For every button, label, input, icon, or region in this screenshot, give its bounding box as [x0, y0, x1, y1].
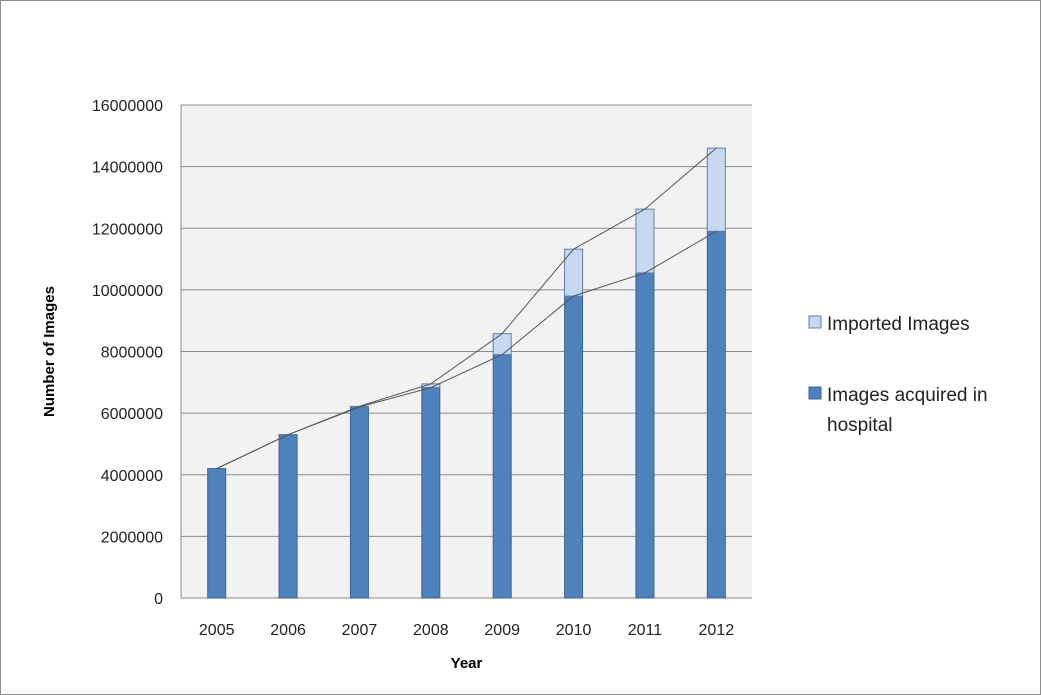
y-tick-label: 0	[154, 591, 163, 608]
y-tick-label: 4000000	[101, 468, 163, 485]
x-tick-label: 2011	[628, 622, 663, 639]
legend-swatch-hospital	[808, 386, 822, 400]
legend-label: hospital	[827, 415, 893, 436]
x-axis-title: Year	[451, 655, 483, 672]
bar-imported-2012	[706, 147, 726, 232]
y-tick-label: 8000000	[101, 345, 163, 362]
bar-hospital-2010	[564, 295, 584, 599]
bar-hospital-2006	[278, 434, 298, 599]
x-tick-label: 2012	[699, 622, 735, 639]
connector-total	[216, 147, 717, 470]
bar-imported-2011	[635, 208, 655, 274]
legend: Imported Images Images acquired in hospita…	[808, 314, 988, 436]
bar-hospital-2009	[492, 354, 512, 599]
bar-hospital-2012	[706, 230, 726, 599]
bar-imported-2009	[492, 333, 512, 356]
x-tick-label: 2005	[199, 622, 235, 639]
y-tick-label: 10000000	[92, 283, 163, 300]
y-tick-label: 12000000	[92, 221, 163, 238]
x-axis-ticks: 2005 2006 2007 2008 2009 2010 2011 2012	[199, 622, 734, 639]
y-axis-ticks: 0 2000000 4000000 6000000 8000000 10000000 120…	[92, 98, 163, 608]
x-tick-label: 2006	[270, 622, 306, 639]
legend-label: Imported Images	[827, 314, 970, 335]
bar-hospital-2005	[207, 468, 227, 599]
bar-hospital-2011	[635, 272, 655, 599]
x-tick-label: 2010	[556, 622, 592, 639]
y-axis-title: Number of Images	[41, 286, 58, 417]
y-tick-label: 16000000	[92, 98, 163, 115]
y-tick-label: 14000000	[92, 160, 163, 177]
connector-lines	[216, 147, 717, 470]
y-tick-label: 2000000	[101, 529, 163, 546]
x-tick-label: 2008	[413, 622, 449, 639]
gridlines	[180, 104, 752, 599]
bars	[207, 147, 726, 599]
y-tick-label: 6000000	[101, 406, 163, 423]
bar-hospital-2007	[349, 406, 369, 599]
x-tick-label: 2007	[342, 622, 378, 639]
legend-label: Images acquired in	[827, 385, 988, 406]
bar-hospital-2008	[421, 387, 441, 599]
legend-swatch-imported	[808, 315, 822, 329]
x-tick-label: 2009	[484, 622, 520, 639]
